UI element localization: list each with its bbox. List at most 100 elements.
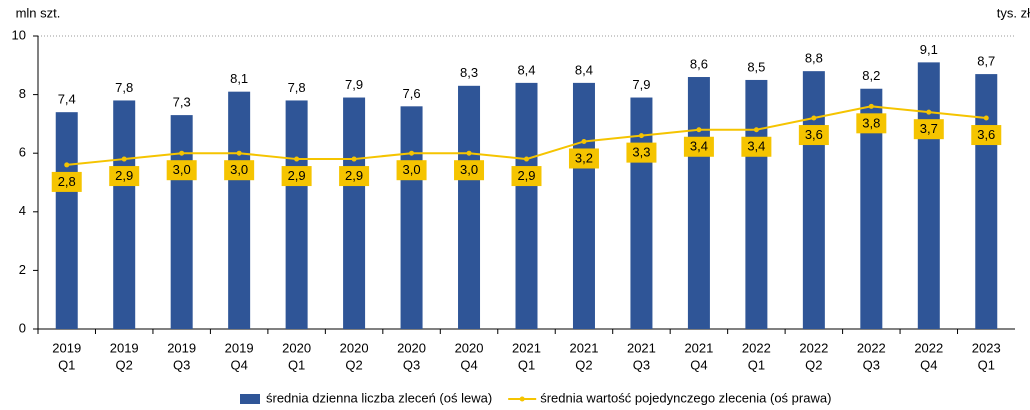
y2-axis-label: tys. zł (997, 5, 1030, 20)
line-point (524, 156, 529, 162)
line-point (64, 162, 70, 168)
line-value-label: 3,2 (575, 150, 593, 165)
line-point (179, 150, 185, 156)
line-point (696, 127, 702, 133)
y-axis-label: mln szt. (16, 5, 61, 20)
line-point (581, 138, 587, 144)
value-label-box (396, 160, 427, 181)
bar-value-label: 7,9 (345, 77, 363, 92)
value-label-box (913, 119, 944, 140)
x-tick-label: Q1 (518, 357, 535, 372)
x-tick-label: 2020 (282, 340, 311, 355)
x-tick-label: Q1 (748, 357, 765, 372)
bar-value-label: 8,5 (747, 59, 765, 74)
x-tick-label: Q4 (690, 357, 707, 372)
line-value-label: 3,6 (805, 127, 823, 142)
x-tick-label: 2022 (742, 340, 771, 355)
x-tick-label: 2020 (340, 340, 369, 355)
value-label-box (109, 166, 140, 187)
bar-value-label: 7,8 (115, 80, 133, 95)
line-value-label: 3,7 (920, 121, 938, 136)
x-tick-label: 2021 (570, 340, 599, 355)
bar (630, 97, 653, 329)
bar (343, 97, 366, 329)
bar (687, 77, 710, 330)
line-point (811, 115, 817, 121)
x-tick-label: 2019 (110, 340, 139, 355)
line-value-label: 3,6 (977, 127, 995, 142)
x-tick-label: 2021 (627, 340, 656, 355)
line-value-label: 3,4 (747, 139, 765, 154)
x-tick-label: 2021 (684, 340, 713, 355)
bar (400, 106, 423, 329)
line-point (638, 133, 644, 139)
bar (802, 71, 825, 329)
line-point (466, 150, 472, 156)
line-value-label: 3,0 (403, 162, 421, 177)
line-value-label: 3,8 (862, 115, 880, 130)
bar-value-label: 8,4 (517, 62, 535, 77)
bar (917, 62, 940, 330)
bar-value-label: 8,7 (977, 54, 995, 69)
y-tick-label: 0 (19, 320, 26, 335)
line-point (351, 156, 357, 162)
value-label-box (683, 136, 714, 157)
value-label-box (454, 160, 485, 181)
line-point (236, 150, 242, 156)
x-tick-label: 2019 (167, 340, 196, 355)
bar (228, 91, 251, 329)
x-tick-label: Q3 (633, 357, 650, 372)
line-point (121, 156, 127, 162)
legend-swatch (240, 394, 260, 404)
legend-swatch (519, 396, 525, 402)
x-tick-label: Q2 (116, 357, 133, 372)
bar-value-label: 8,4 (575, 62, 593, 77)
line-value-label: 2,8 (58, 174, 76, 189)
line-point (294, 156, 300, 162)
y-tick-label: 2 (19, 262, 26, 277)
x-tick-label: Q1 (978, 357, 995, 372)
y-tick-label: 4 (19, 203, 26, 218)
bar (285, 100, 308, 330)
x-tick-label: 2022 (914, 340, 943, 355)
bar-value-label: 7,8 (288, 80, 306, 95)
line-point (983, 115, 989, 121)
x-tick-label: 2023 (972, 340, 1001, 355)
value-label-box (281, 166, 312, 187)
line-value-label: 2,9 (115, 168, 133, 183)
value-label-box (224, 160, 255, 181)
line-point (868, 103, 874, 109)
x-tick-label: Q1 (58, 357, 75, 372)
y-tick-label: 8 (19, 86, 26, 101)
x-tick-label: 2019 (52, 340, 81, 355)
bar (975, 74, 998, 329)
x-tick-label: Q2 (575, 357, 592, 372)
value-label-box (339, 166, 370, 187)
value-label-box (626, 142, 657, 163)
line-value-label: 3,3 (632, 145, 650, 160)
bar (745, 79, 768, 329)
x-tick-label: Q3 (173, 357, 190, 372)
bar-value-label: 8,3 (460, 65, 478, 80)
line-value-label: 3,0 (230, 162, 248, 177)
line-value-label: 2,9 (345, 168, 363, 183)
x-tick-label: 2022 (857, 340, 886, 355)
bar (860, 88, 883, 330)
bar-value-label: 7,4 (58, 92, 76, 107)
x-tick-label: 2020 (397, 340, 426, 355)
bar-value-label: 8,6 (690, 56, 708, 71)
bar (515, 82, 538, 329)
value-label-box (511, 166, 542, 187)
bar (55, 112, 78, 330)
legend-label: średnia dzienna liczba zleceń (oś lewa) (266, 390, 492, 405)
value-label-box (856, 113, 887, 134)
bar-value-label: 8,1 (230, 71, 248, 86)
value-label-box (51, 171, 82, 192)
x-tick-label: Q2 (805, 357, 822, 372)
x-tick-label: Q4 (460, 357, 477, 372)
bar (170, 115, 193, 329)
bar-value-label: 7,6 (403, 86, 421, 101)
y-tick-label: 10 (12, 27, 26, 42)
line-value-label: 3,0 (460, 162, 478, 177)
